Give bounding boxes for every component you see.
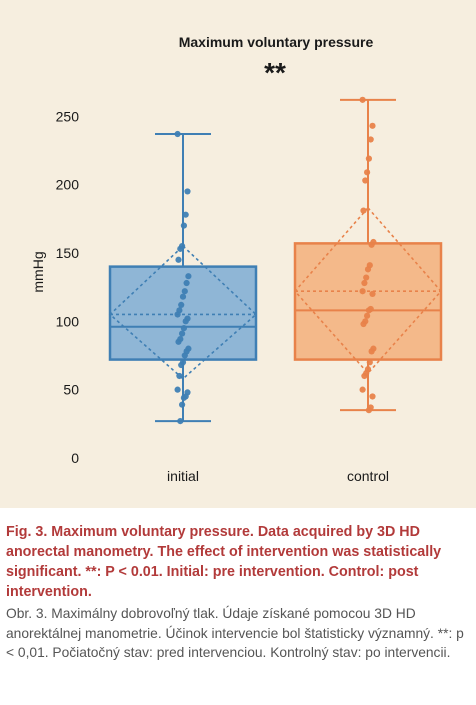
y-tick-label: 150 [56, 245, 80, 261]
data-point [180, 222, 187, 229]
box-group-control [293, 96, 443, 414]
x-tick-label-control: control [347, 468, 389, 484]
box-plot-chart: Maximum voluntary pressure ** mmHg 0 50 10… [30, 34, 443, 484]
data-point [359, 386, 366, 393]
data-point [178, 361, 185, 369]
data-point [184, 188, 191, 195]
y-axis-label: mmHg [30, 251, 46, 292]
y-tick-label: 200 [56, 177, 80, 193]
data-point [360, 320, 367, 328]
box-control [293, 242, 443, 361]
data-point [369, 122, 376, 129]
y-tick-label: 50 [63, 382, 79, 398]
chart-title: Maximum voluntary pressure [179, 34, 374, 50]
data-point [177, 245, 184, 252]
data-point [365, 155, 372, 162]
data-point [368, 348, 375, 355]
y-tick-label: 100 [56, 313, 80, 329]
data-point [361, 372, 368, 380]
data-point [365, 307, 372, 314]
mean-diamond [108, 245, 258, 380]
data-point [368, 241, 375, 248]
data-point [183, 279, 190, 287]
data-point [364, 266, 372, 273]
data-point [179, 293, 187, 300]
data-point [364, 169, 371, 176]
data-point [369, 290, 376, 298]
data-point [359, 288, 366, 295]
box-group-initial [108, 130, 258, 425]
box-initial [108, 265, 258, 361]
data-point [175, 338, 182, 345]
data-point [179, 401, 186, 408]
data-point [180, 394, 187, 401]
data-point [363, 274, 370, 281]
data-point [182, 318, 189, 325]
data-point [359, 96, 366, 103]
data-point [364, 312, 371, 319]
data-point [366, 359, 373, 366]
data-point [174, 130, 181, 138]
data-point [178, 301, 185, 308]
data-point [362, 177, 369, 184]
data-point [176, 372, 183, 380]
figure-caption-slovak: Obr. 3. Maximálny dobrovoľný tlak. Údaje… [6, 606, 464, 660]
x-tick-label-initial: initial [167, 468, 199, 484]
data-point [174, 386, 181, 393]
data-point [179, 330, 186, 337]
data-point [177, 417, 184, 425]
data-point [180, 325, 187, 332]
data-point [185, 273, 192, 280]
data-point [367, 136, 374, 143]
data-point [361, 279, 368, 287]
data-point [181, 352, 188, 359]
y-tick-label: 0 [71, 450, 79, 466]
data-point [360, 207, 367, 214]
mean-diamond [293, 206, 443, 375]
data-point [181, 288, 188, 295]
y-tick-label: 250 [56, 108, 80, 124]
data-point [175, 256, 182, 263]
data-point [369, 393, 376, 400]
data-point [365, 407, 372, 414]
figure-caption-english: Fig. 3. Maximum voluntary pressure. Data… [6, 524, 442, 600]
data-point [182, 211, 189, 218]
data-point [174, 311, 181, 318]
significance-annotation: ** [264, 57, 286, 88]
